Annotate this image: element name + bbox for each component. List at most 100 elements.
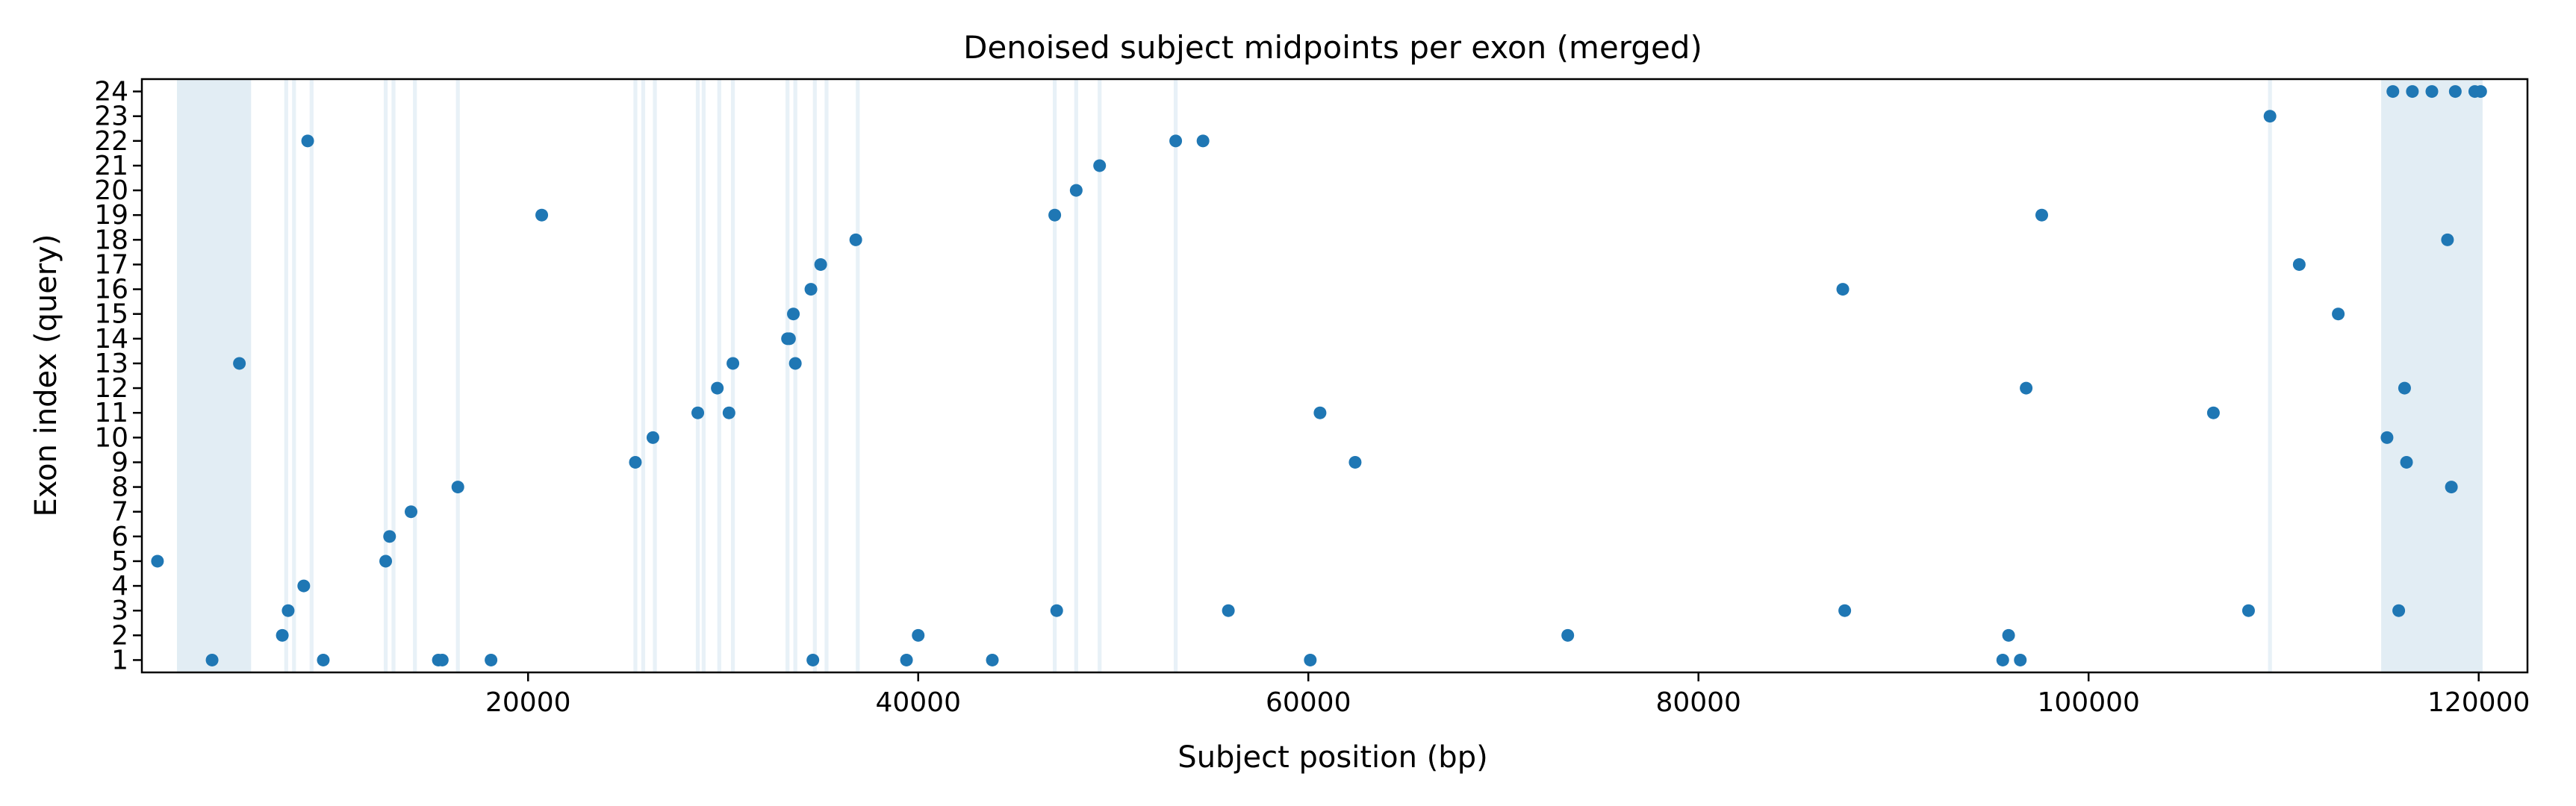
data-point-57 (2386, 85, 2400, 99)
data-point-51 (2206, 406, 2220, 419)
data-point-49 (2020, 381, 2033, 395)
data-point-19 (711, 381, 724, 395)
shaded-region-10 (653, 79, 657, 672)
y-tick-label-12: 13 (94, 349, 128, 379)
shaded-region-2 (292, 79, 296, 672)
data-point-13 (451, 481, 464, 494)
x-tick-label-3: 80000 (1655, 687, 1741, 718)
data-point-60 (2400, 455, 2413, 469)
data-point-48 (2014, 653, 2027, 666)
data-point-52 (2241, 604, 2255, 617)
y-tick-label-19: 20 (94, 175, 128, 206)
shaded-region-23 (1173, 79, 1178, 672)
x-tick-label-2: 60000 (1266, 687, 1351, 718)
x-axis-label: Subject position (bp) (1177, 740, 1487, 775)
data-point-55 (2332, 307, 2345, 321)
data-point-36 (1093, 159, 1107, 172)
data-points (151, 85, 2487, 666)
data-point-8 (379, 554, 393, 568)
data-point-56 (2380, 431, 2394, 444)
y-tick-label-10: 11 (94, 398, 128, 428)
data-point-54 (2292, 257, 2306, 271)
data-point-23 (783, 332, 796, 346)
x-tick-label-4: 100000 (2037, 687, 2139, 718)
data-point-32 (986, 653, 999, 666)
data-point-53 (2263, 110, 2277, 123)
data-point-24 (787, 307, 800, 321)
shaded-region-22 (1098, 79, 1102, 672)
data-point-3 (276, 628, 289, 642)
shaded-region-16 (793, 79, 797, 672)
y-tick-label-1: 2 (111, 620, 128, 651)
data-point-40 (1304, 653, 1317, 666)
y-tick-label-5: 6 (111, 522, 128, 552)
data-point-29 (849, 233, 862, 246)
data-point-17 (646, 431, 659, 444)
data-point-43 (1561, 628, 1575, 642)
data-point-5 (297, 579, 311, 593)
y-tick-label-16: 17 (94, 249, 128, 280)
x-axis-ticks: 20000 40000 60000 80000 100000 120000 (485, 672, 2530, 718)
y-tick-label-22: 23 (94, 101, 128, 132)
y-tick-label-18: 19 (94, 200, 128, 231)
y-axis-label: Exon index (query) (29, 234, 63, 516)
shaded-regions (177, 79, 2483, 672)
data-point-64 (2445, 481, 2458, 494)
data-point-15 (535, 208, 549, 222)
shaded-region-11 (695, 79, 700, 672)
data-point-4 (281, 604, 295, 617)
data-point-39 (1222, 604, 1235, 617)
data-point-33 (1048, 208, 1062, 222)
y-tick-label-11: 12 (94, 373, 128, 404)
shaded-region-12 (701, 79, 706, 672)
shaded-region-18 (824, 79, 829, 672)
shaded-region-4 (383, 79, 388, 672)
data-point-61 (2406, 85, 2419, 99)
data-point-20 (722, 406, 735, 419)
data-point-0 (151, 554, 164, 568)
data-point-1 (205, 653, 219, 666)
data-point-31 (912, 628, 925, 642)
data-point-26 (804, 283, 818, 296)
data-point-34 (1050, 604, 1063, 617)
data-point-14 (485, 653, 498, 666)
shaded-region-25 (2381, 79, 2483, 672)
x-tick-label-1: 40000 (875, 687, 961, 718)
data-point-28 (814, 257, 827, 271)
y-tick-label-23: 24 (94, 77, 128, 107)
shaded-region-20 (1053, 79, 1057, 672)
y-tick-label-9: 10 (94, 422, 128, 453)
data-point-7 (317, 653, 330, 666)
data-point-42 (1348, 455, 1362, 469)
data-point-67 (2474, 85, 2487, 99)
y-tick-label-15: 16 (94, 275, 128, 305)
x-tick-label-0: 20000 (485, 687, 571, 718)
data-point-63 (2441, 233, 2454, 246)
data-point-16 (629, 455, 642, 469)
y-tick-label-20: 21 (94, 151, 128, 181)
y-tick-label-3: 4 (111, 571, 128, 602)
y-tick-label-8: 9 (111, 447, 128, 478)
data-point-38 (1196, 134, 1210, 148)
shaded-region-6 (413, 79, 417, 672)
shaded-region-9 (641, 79, 646, 672)
shaded-region-7 (455, 79, 460, 672)
chart-title: Denoised subject midpoints per exon (mer… (963, 29, 1702, 66)
shaded-region-3 (309, 79, 314, 672)
data-point-21 (727, 357, 740, 370)
data-point-46 (1996, 653, 2009, 666)
data-point-47 (2002, 628, 2015, 642)
y-tick-label-21: 22 (94, 126, 128, 157)
y-tick-label-6: 7 (111, 497, 128, 528)
shaded-region-14 (730, 79, 735, 672)
y-tick-label-2: 3 (111, 596, 128, 626)
data-point-10 (405, 505, 418, 519)
shaded-region-1 (284, 79, 288, 672)
shaded-region-21 (1074, 79, 1078, 672)
shaded-region-17 (812, 79, 817, 672)
shaded-region-24 (2268, 79, 2272, 672)
x-tick-label-5: 120000 (2427, 687, 2530, 718)
data-point-62 (2425, 85, 2439, 99)
